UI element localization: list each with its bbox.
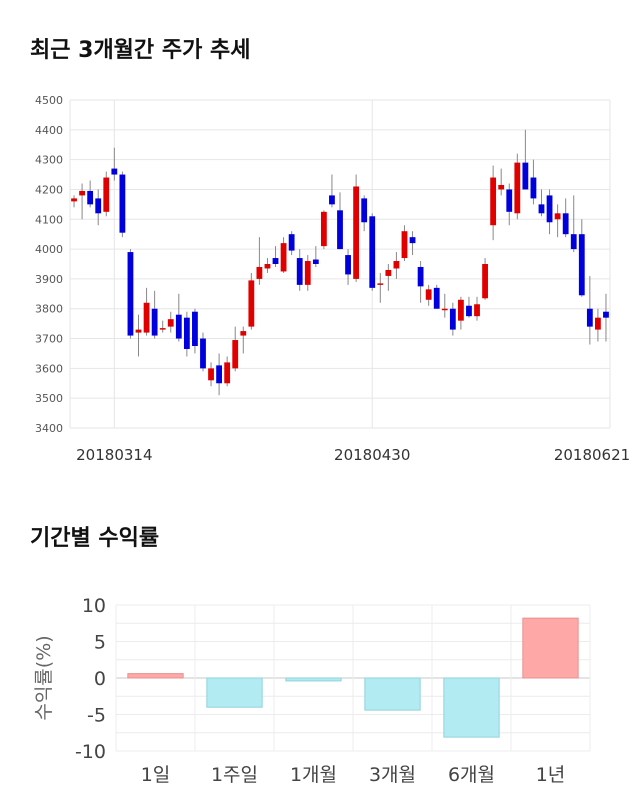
return-bar-negative — [207, 678, 262, 707]
return-bar-positive — [523, 618, 578, 678]
returns-y-axis: 10 5 0 -5 -10 — [75, 595, 106, 763]
returns-gridlines — [116, 605, 590, 751]
returns-x-tick-label: 1개월 — [290, 764, 337, 786]
returns-x-tick-label: 1주일 — [211, 764, 258, 786]
return-bar-negative — [286, 678, 341, 681]
returns-y-tick-label: 10 — [82, 595, 106, 617]
returns-x-tick-label: 3개월 — [369, 764, 416, 786]
returns-x-tick-label: 6개월 — [448, 764, 495, 786]
return-bar-positive — [128, 674, 183, 678]
return-bar-negative — [444, 678, 499, 737]
returns-y-tick-label: 0 — [94, 668, 106, 690]
returns-y-tick-label: -5 — [87, 705, 106, 727]
returns-y-axis-label: 수익률(%) — [33, 635, 55, 720]
returns-x-tick-label: 1일 — [141, 764, 171, 786]
returns-x-axis: 1일 1주일 1개월 3개월 6개월 1년 — [141, 764, 566, 786]
return-bar-negative — [365, 678, 420, 710]
returns-x-tick-label: 1년 — [536, 764, 566, 786]
returns-y-tick-label: -10 — [75, 741, 106, 763]
returns-y-tick-label: 5 — [94, 632, 106, 654]
